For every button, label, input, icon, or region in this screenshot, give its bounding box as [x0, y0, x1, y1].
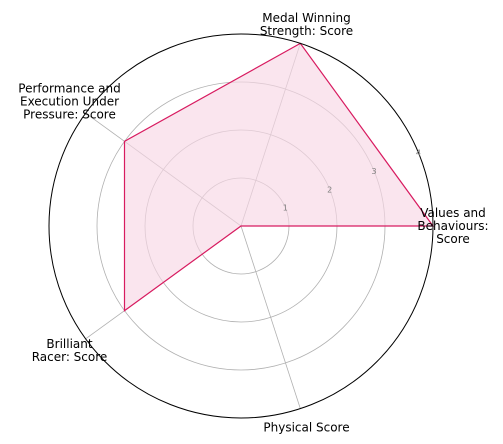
axis-label-3-line-1: Racer: Score — [32, 350, 108, 364]
r-tick-label-2: 2 — [327, 185, 332, 194]
r-tick-label-3: 3 — [371, 167, 376, 176]
axis-label-2-line-1: Execution Under — [20, 94, 119, 108]
radar-frame — [48, 33, 434, 419]
axis-label-0: Values and Behaviours: Score — [417, 206, 488, 246]
axis-label-1-line-0: Medal Winning — [262, 11, 351, 25]
axis-label-2-line-0: Performance and — [18, 81, 120, 95]
axis-label-3: Brilliant Racer: Score — [32, 337, 108, 364]
axis-label-0-line-2: Score — [436, 232, 470, 246]
grid-spoke-4 — [240, 225, 301, 409]
axis-label-1: Medal Winning Strength: Score — [260, 11, 353, 38]
axis-label-2: Performance and Execution Under Pressure: … — [18, 81, 120, 121]
series-area-0 — [124, 43, 433, 311]
axis-label-4: Physical Score — [263, 421, 349, 435]
r-tick-label-4: 4 — [416, 149, 421, 158]
axis-label-3-line-0: Brilliant — [46, 337, 92, 351]
axis-label-2-line-2: Pressure: Score — [23, 107, 116, 121]
radar-labels: 1 2 3 4 Values and Behaviours: Score Medal Winn… — [18, 11, 488, 435]
axis-label-1-line-1: Strength: Score — [260, 24, 353, 38]
axis-label-0-line-1: Behaviours: — [417, 219, 488, 233]
axis-label-0-line-0: Values and — [420, 206, 486, 220]
r-tick-label-1: 1 — [283, 204, 288, 213]
axis-label-4-line-0: Physical Score — [263, 421, 349, 435]
radar-series — [123, 42, 435, 312]
polar-frame — [48, 33, 434, 419]
series-line-0 — [123, 42, 435, 312]
